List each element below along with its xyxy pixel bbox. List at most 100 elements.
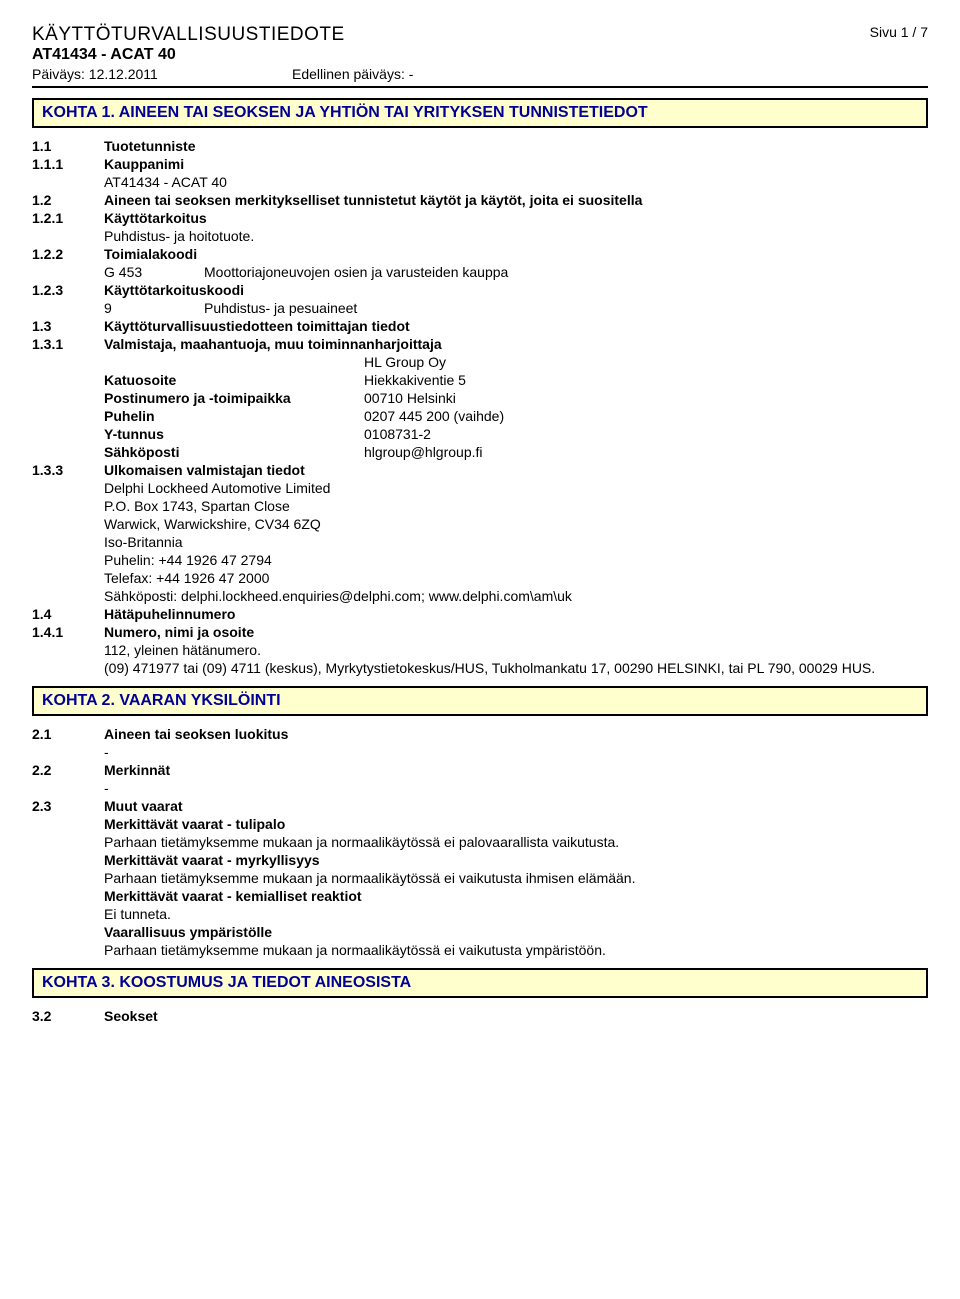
head-3-2: Seokset: [104, 1008, 928, 1024]
contact-post-label: Postinumero ja -toimipaikka: [104, 390, 364, 406]
section-1-box: KOHTA 1. AINEEN TAI SEOKSEN JA YHTIÖN TA…: [32, 98, 928, 128]
section-2-title: KOHTA 2. VAARAN YKSILÖINTI: [42, 692, 281, 709]
code-row-1-2-2: G 453 Moottoriajoneuvojen osien ja varus…: [104, 264, 928, 280]
head-1-2-1: Käyttötarkoitus: [104, 210, 928, 226]
num-1-2-2: 1.2.2: [32, 246, 104, 262]
num-3-2: 3.2: [32, 1008, 104, 1024]
num-1-3-1: 1.3.1: [32, 336, 104, 352]
doc-date: Päiväys: 12.12.2011: [32, 66, 292, 82]
page-indicator: Sivu 1 / 7: [870, 24, 928, 40]
mfr-line-4: Puhelin: +44 1926 47 2794: [104, 552, 928, 568]
doc-title: KÄYTTÖTURVALLISUUSTIEDOTE: [32, 24, 928, 46]
num-1-3-3: 1.3.3: [32, 462, 104, 478]
head-1-3-1: Valmistaja, maahantuoja, muu toiminnanha…: [104, 336, 928, 352]
emerg-line-0: 112, yleinen hätänumero.: [104, 642, 928, 658]
head-1-3-3: Ulkomaisen valmistajan tiedot: [104, 462, 928, 478]
code-1-2-3: 9: [104, 300, 204, 316]
row-1-4: 1.4 Hätäpuhelinnumero: [32, 606, 928, 622]
haz-h3: Merkittävät vaarat - kemialliset reaktio…: [104, 888, 928, 904]
row-1-3-3: 1.3.3 Ulkomaisen valmistajan tiedot: [32, 462, 928, 478]
val-2-1: -: [104, 744, 928, 760]
section-3-title: KOHTA 3. KOOSTUMUS JA TIEDOT AINEOSISTA: [42, 974, 411, 991]
num-1-1-1: 1.1.1: [32, 156, 104, 172]
num-1-3: 1.3: [32, 318, 104, 334]
num-1-2-1: 1.2.1: [32, 210, 104, 226]
head-1-2-2: Toimialakoodi: [104, 246, 928, 262]
head-1-4-1: Numero, nimi ja osoite: [104, 624, 928, 640]
contact-vat-label: Y-tunnus: [104, 426, 364, 442]
contact-addr: Katuosoite Hiekkakiventie 5: [104, 372, 928, 388]
num-2-2: 2.2: [32, 762, 104, 778]
head-1-1: Tuotetunniste: [104, 138, 928, 154]
row-1-2-2: 1.2.2 Toimialakoodi: [32, 246, 928, 262]
contact-tel: Puhelin 0207 445 200 (vaihde): [104, 408, 928, 424]
row-2-2: 2.2 Merkinnät: [32, 762, 928, 778]
num-2-1: 2.1: [32, 726, 104, 742]
row-1-2-1: 1.2.1 Käyttötarkoitus: [32, 210, 928, 226]
head-2-2: Merkinnät: [104, 762, 928, 778]
doc-date-row: Päiväys: 12.12.2011 Edellinen päiväys: -: [32, 66, 928, 82]
val-1-1-1: AT41434 - ACAT 40: [104, 174, 928, 190]
mfr-line-3: Iso-Britannia: [104, 534, 928, 550]
val-1-2-1: Puhdistus- ja hoitotuote.: [104, 228, 928, 244]
code-row-1-2-3: 9 Puhdistus- ja pesuaineet: [104, 300, 928, 316]
row-1-2: 1.2 Aineen tai seoksen merkitykselliset …: [32, 192, 928, 208]
contact-mail-val: hlgroup@hlgroup.fi: [364, 444, 928, 460]
contact-addr-label: Katuosoite: [104, 372, 364, 388]
mfr-line-1: P.O. Box 1743, Spartan Close: [104, 498, 928, 514]
head-1-3: Käyttöturvallisuustiedotteen toimittajan…: [104, 318, 928, 334]
section-2-box: KOHTA 2. VAARAN YKSILÖINTI: [32, 686, 928, 716]
haz-t1: Parhaan tietämyksemme mukaan ja normaali…: [104, 834, 928, 850]
head-2-3: Muut vaarat: [104, 798, 928, 814]
head-1-2: Aineen tai seoksen merkitykselliset tunn…: [104, 192, 928, 208]
haz-h1: Merkittävät vaarat - tulipalo: [104, 816, 928, 832]
row-1-2-3: 1.2.3 Käyttötarkoituskoodi: [32, 282, 928, 298]
row-2-3: 2.3 Muut vaarat: [32, 798, 928, 814]
code-1-2-2: G 453: [104, 264, 204, 280]
haz-t2: Parhaan tietämyksemme mukaan ja normaali…: [104, 870, 928, 886]
row-1-3-1: 1.3.1 Valmistaja, maahantuoja, muu toimi…: [32, 336, 928, 352]
haz-h2: Merkittävät vaarat - myrkyllisyys: [104, 852, 928, 868]
contact-mail: Sähköposti hlgroup@hlgroup.fi: [104, 444, 928, 460]
contact-post-val: 00710 Helsinki: [364, 390, 928, 406]
contact-post: Postinumero ja -toimipaikka 00710 Helsin…: [104, 390, 928, 406]
row-1-4-1: 1.4.1 Numero, nimi ja osoite: [32, 624, 928, 640]
row-3-2: 3.2 Seokset: [32, 1008, 928, 1024]
section-3-box: KOHTA 3. KOOSTUMUS JA TIEDOT AINEOSISTA: [32, 968, 928, 998]
haz-t3: Ei tunneta.: [104, 906, 928, 922]
num-1-2: 1.2: [32, 192, 104, 208]
head-2-1: Aineen tai seoksen luokitus: [104, 726, 928, 742]
mfr-line-6: Sähköposti: delphi.lockheed.enquiries@de…: [104, 588, 928, 604]
emerg-line-1: (09) 471977 tai (09) 4711 (keskus), Myrk…: [104, 660, 928, 676]
head-1-1-1: Kauppanimi: [104, 156, 928, 172]
contact-vat: Y-tunnus 0108731-2: [104, 426, 928, 442]
desc-1-2-2: Moottoriajoneuvojen osien ja varusteiden…: [204, 264, 928, 280]
num-1-1: 1.1: [32, 138, 104, 154]
num-1-4-1: 1.4.1: [32, 624, 104, 640]
row-1-1: 1.1 Tuotetunniste: [32, 138, 928, 154]
row-1-1-1: 1.1.1 Kauppanimi: [32, 156, 928, 172]
contact-addr-val: Hiekkakiventie 5: [364, 372, 928, 388]
head-1-2-3: Käyttötarkoituskoodi: [104, 282, 928, 298]
company-name-row: HL Group Oy: [104, 354, 928, 370]
header-rule: [32, 86, 928, 88]
mfr-line-0: Delphi Lockheed Automotive Limited: [104, 480, 928, 496]
num-1-2-3: 1.2.3: [32, 282, 104, 298]
mfr-line-2: Warwick, Warwickshire, CV34 6ZQ: [104, 516, 928, 532]
contact-tel-label: Puhelin: [104, 408, 364, 424]
head-1-4: Hätäpuhelinnumero: [104, 606, 928, 622]
doc-product: AT41434 - ACAT 40: [32, 46, 928, 64]
haz-t4: Parhaan tietämyksemme mukaan ja normaali…: [104, 942, 928, 958]
contact-mail-label: Sähköposti: [104, 444, 364, 460]
row-1-3: 1.3 Käyttöturvallisuustiedotteen toimitt…: [32, 318, 928, 334]
doc-prev-date: Edellinen päiväys: -: [292, 66, 413, 82]
row-2-1: 2.1 Aineen tai seoksen luokitus: [32, 726, 928, 742]
desc-1-2-3: Puhdistus- ja pesuaineet: [204, 300, 928, 316]
company-name: HL Group Oy: [364, 354, 928, 370]
num-1-4: 1.4: [32, 606, 104, 622]
haz-h4: Vaarallisuus ympäristölle: [104, 924, 928, 940]
num-2-3: 2.3: [32, 798, 104, 814]
val-2-2: -: [104, 780, 928, 796]
section-1-title: KOHTA 1. AINEEN TAI SEOKSEN JA YHTIÖN TA…: [42, 104, 648, 121]
mfr-line-5: Telefax: +44 1926 47 2000: [104, 570, 928, 586]
